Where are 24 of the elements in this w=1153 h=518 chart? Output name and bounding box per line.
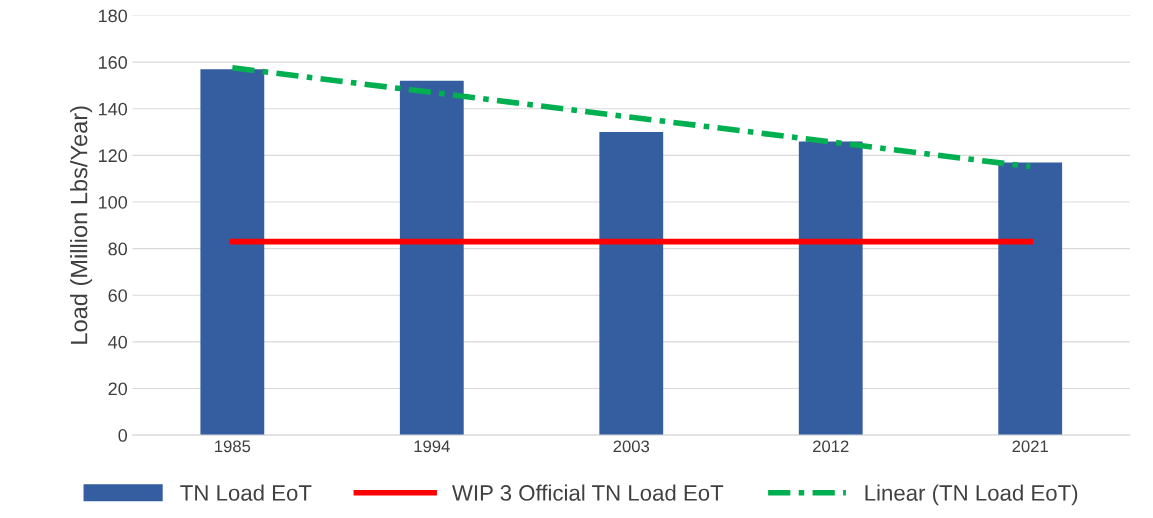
x-tick-label: 2003 (613, 440, 650, 453)
y-axis-title: Load (Million Lbs/Year) (70, 106, 93, 344)
legend-label: WIP 3 Official TN Load EoT (452, 484, 724, 501)
y-tick-label: 80 (108, 242, 128, 256)
bar (399, 80, 464, 436)
legend-label: TN Load EoT (180, 484, 312, 501)
x-tick-label: 1994 (414, 440, 450, 453)
bar (998, 162, 1063, 436)
x-tick-label: 2012 (813, 440, 849, 453)
y-tick-label: 100 (98, 195, 128, 209)
y-tick-label: 180 (98, 9, 128, 23)
y-tick-label: 20 (108, 382, 128, 396)
bar (798, 141, 863, 436)
y-tick-label: 60 (108, 289, 128, 302)
x-tick-label: 2021 (1012, 440, 1048, 453)
y-tick-label: 120 (98, 149, 128, 163)
y-tick-label: 160 (98, 56, 128, 69)
y-tick-label: 0 (118, 429, 128, 442)
bar (599, 132, 664, 436)
y-tick-label: 140 (98, 102, 128, 116)
y-tick-label: 40 (108, 335, 128, 349)
legend-label: Linear (TN Load EoT) (865, 484, 1078, 506)
x-tick-label: 1985 (215, 440, 251, 453)
bar (200, 69, 265, 436)
